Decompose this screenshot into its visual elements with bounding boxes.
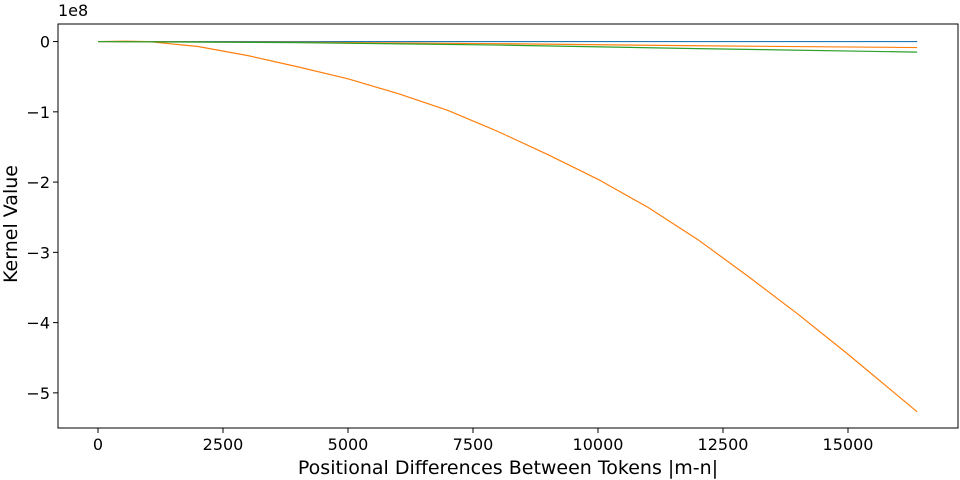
- x-tick-label: 12500: [698, 435, 749, 454]
- x-tick-label: 5000: [328, 435, 369, 454]
- axes-spines: [57, 23, 959, 429]
- ticks: 0 2500 5000 7500 10000 12500 15000 0 −1 −2 −3 −4 −5: [26, 33, 873, 454]
- axes-frame: [57, 23, 959, 429]
- y-axis-label: Kernel Value: [0, 165, 22, 283]
- x-tick-label: 2500: [203, 435, 244, 454]
- y-offset-text: 1e8: [58, 1, 88, 20]
- y-tick-label: −1: [26, 103, 50, 122]
- x-tick-label: 0: [93, 435, 103, 454]
- y-tick-label: −4: [26, 314, 50, 333]
- series-line-1: [97, 40, 918, 413]
- y-tick-label: −5: [26, 384, 50, 403]
- x-tick-label: 15000: [823, 435, 874, 454]
- x-tick-label: 7500: [453, 435, 494, 454]
- y-tick-label: −2: [26, 173, 50, 192]
- x-tick-label: 10000: [573, 435, 624, 454]
- x-axis-label: Positional Differences Between Tokens |m…: [298, 457, 718, 479]
- y-tick-label: 0: [40, 33, 50, 52]
- y-tick-label: −3: [26, 243, 50, 262]
- plot-area: [97, 40, 918, 413]
- series-line-3: [97, 40, 918, 53]
